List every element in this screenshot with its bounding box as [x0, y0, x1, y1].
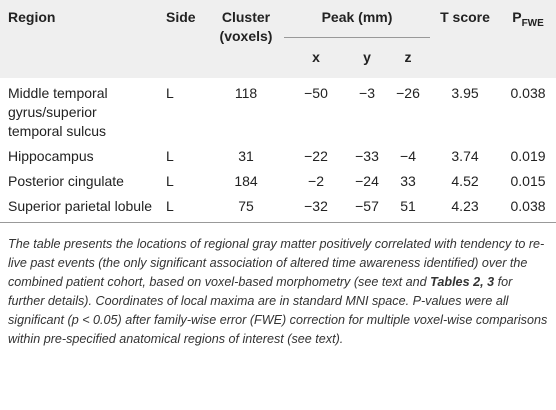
table-cell: 75 [208, 194, 284, 223]
table-cell: 0.015 [510, 173, 546, 189]
table-cell: −3 [359, 85, 375, 101]
table-cell: 3.74 [451, 148, 479, 164]
table-cell: Hippocampus [8, 148, 94, 164]
table-cell: −26 [396, 85, 420, 101]
table-cell: L [166, 173, 174, 189]
header-subscript: FWE [521, 17, 544, 29]
table-cell: Middle temporal gyrus/superior temporal … [8, 85, 108, 139]
table-cell: −24 [355, 173, 379, 189]
table-header: Region Side Cluster (voxels) Peak (mm) T… [0, 0, 556, 78]
table-cell: L [166, 85, 174, 101]
header-cell: x [312, 49, 320, 65]
header-text: P [512, 9, 522, 25]
table-cell: −57 [348, 194, 386, 223]
table-cell: 3.95 [451, 85, 479, 101]
table-cell: 0.038 [510, 85, 546, 101]
table-row: Hippocampus L 31 −22 −33 −4 3.74 0.019 [0, 144, 556, 169]
header-cell: T score [440, 9, 490, 25]
caption-text: for further details). Coordinates of loc… [8, 275, 548, 346]
table-cell: 33 [400, 173, 416, 189]
table-cell: 184 [234, 173, 258, 189]
table-cell: −22 [304, 148, 328, 164]
results-table: Region Side Cluster (voxels) Peak (mm) T… [0, 0, 556, 223]
caption-text: The table presents the locations of regi… [8, 237, 545, 289]
table-cell: L [166, 148, 174, 164]
table-cell: −32 [284, 194, 348, 223]
table-cell: −50 [304, 85, 328, 101]
table-cell: Posterior cingulate [8, 173, 124, 189]
table-cell: −2 [308, 173, 324, 189]
caption-bold: Tables 2, 3 [430, 275, 495, 289]
header-cell: z [404, 49, 412, 65]
table-cell: 118 [234, 85, 258, 101]
table-cell: −33 [355, 148, 379, 164]
header-cell: y [363, 49, 371, 65]
table-cell: 0.019 [510, 148, 546, 164]
header-cell: Peak (mm) [284, 0, 431, 38]
table-cell: L [158, 194, 208, 223]
table-cell: −4 [400, 148, 416, 164]
header-cell: Region [8, 9, 56, 25]
table-cell: 4.52 [451, 173, 479, 189]
table-row: Middle temporal gyrus/superior temporal … [0, 78, 556, 144]
table-cell: 0.038 [500, 194, 556, 223]
table-cell: 31 [238, 148, 254, 164]
caption: The table presents the locations of regi… [0, 223, 556, 349]
table-cell: 51 [386, 194, 431, 223]
table-cell: 4.23 [430, 194, 501, 223]
table-row: Posterior cingulate L 184 −2 −24 33 4.52 0.015 [0, 169, 556, 194]
table-cell: Superior parietal lobule [0, 194, 158, 223]
header-cell: PFWE [500, 0, 556, 78]
table-body: Middle temporal gyrus/superior temporal … [0, 78, 556, 223]
header-cell: Side [166, 9, 196, 25]
table-row: Superior parietal lobule L 75 −32 −57 51 4.23 0… [0, 194, 556, 223]
header-cell: Cluster (voxels) [219, 9, 273, 44]
